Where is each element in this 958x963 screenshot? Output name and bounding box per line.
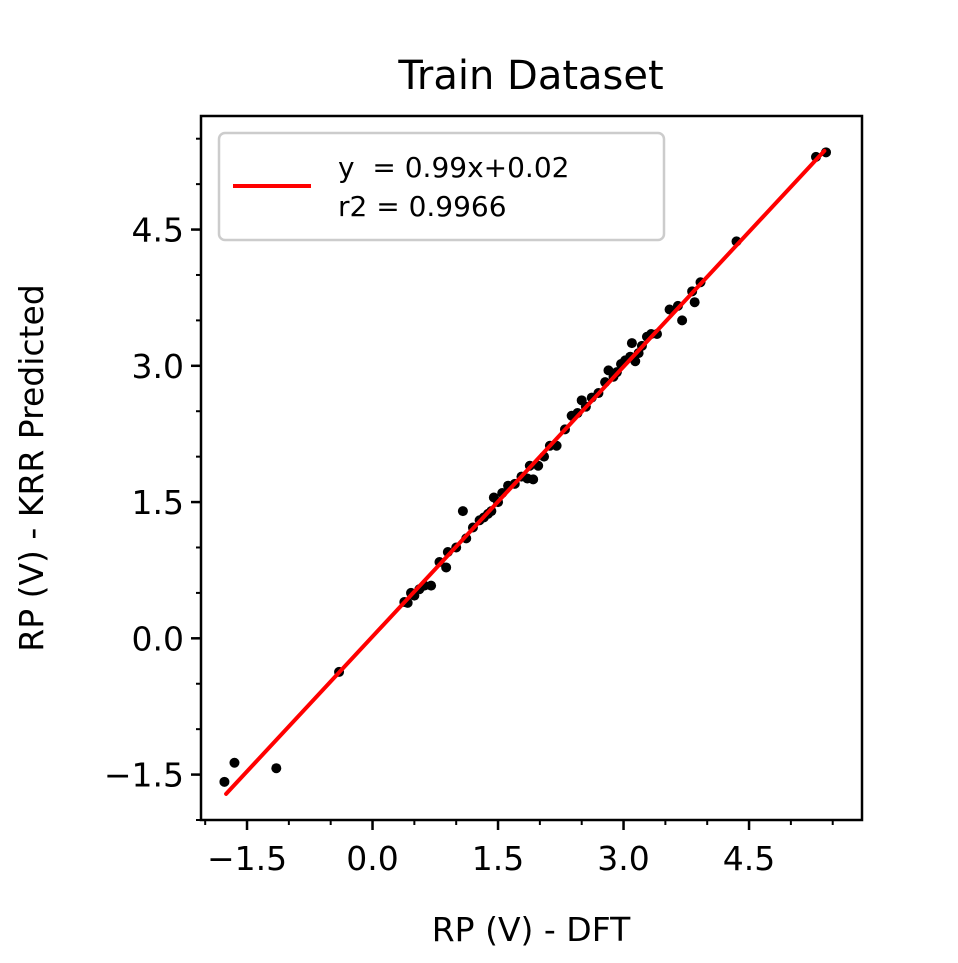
x-tick-label: −1.5 (207, 839, 287, 878)
x-tick-label: 0.0 (346, 839, 398, 878)
legend-box (217, 131, 666, 242)
y-tick-label: 3.0 (132, 347, 184, 386)
legend-entry-equation: y = 0.99x+0.02 (338, 151, 569, 184)
y-axis-label: RP (V) - KRR Predicted (12, 284, 51, 651)
x-tick-label: 4.5 (723, 839, 775, 878)
fit-line-layer (224, 148, 827, 796)
data-point (229, 757, 240, 768)
data-point (271, 763, 282, 774)
data-point (689, 297, 700, 308)
x-axis-ticks: −1.5 0.0 1.5 3.0 4.5 (204, 820, 834, 878)
x-tick-label: 3.0 (597, 839, 649, 878)
y-tick-label: −1.5 (104, 756, 184, 795)
data-point (441, 562, 452, 573)
plot-area (219, 147, 832, 796)
y-tick-label: 4.5 (132, 211, 184, 250)
y-axis-ticks: −1.5 0.0 1.5 3.0 4.5 (104, 137, 201, 821)
y-tick-label: 0.0 (132, 619, 184, 658)
data-point (626, 338, 637, 349)
x-tick-label: 1.5 (472, 839, 524, 878)
y-tick-label: 1.5 (132, 483, 184, 522)
axes-frame (199, 114, 864, 822)
fit-line (224, 148, 827, 796)
data-point (677, 315, 688, 326)
data-point (528, 474, 539, 485)
data-point (457, 506, 468, 517)
data-point (426, 580, 437, 591)
legend: y = 0.99x+0.02 r2 = 0.9966 (217, 131, 666, 242)
legend-entry-r2: r2 = 0.9966 (338, 190, 507, 223)
x-axis-label: RP (V) - DFT (432, 910, 631, 949)
data-point (219, 776, 230, 787)
chart-title: Train Dataset (397, 53, 663, 99)
